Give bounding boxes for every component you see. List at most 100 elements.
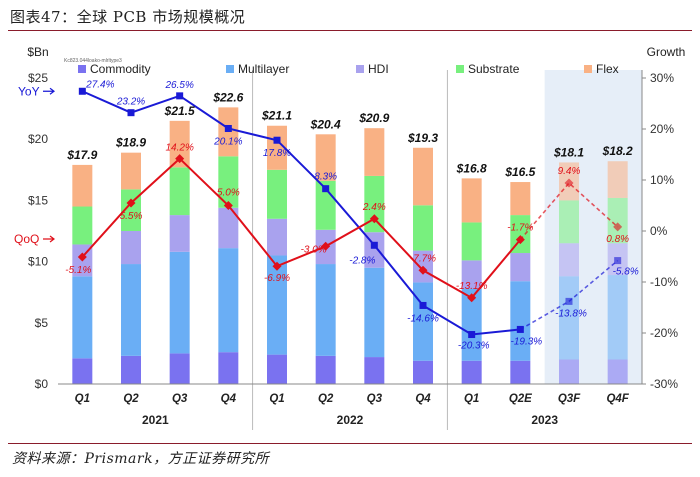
yoy-arrow-icon	[43, 87, 55, 95]
bar-multilayer-8	[461, 288, 482, 361]
bar-substrate-1	[121, 189, 141, 231]
yoy-label: -13.8%	[555, 308, 587, 319]
source-note: 资料来源：Prismark，方正证券研究所	[12, 451, 270, 467]
bar-hdi-9	[510, 253, 531, 282]
right-tick-label: -20%	[650, 326, 678, 340]
total-label: $21.5	[164, 104, 195, 118]
bar-substrate-6	[364, 175, 385, 233]
qoq-label: -5.1%	[65, 265, 91, 276]
legend-swatch-substrate	[456, 65, 464, 73]
bar-flex-11	[607, 161, 628, 198]
yoy-point-0	[78, 87, 86, 95]
qoq-label: 5.0%	[217, 188, 240, 199]
yoy-point-6	[370, 241, 378, 249]
category-label: Q2E	[509, 393, 532, 405]
category-label: Q1	[464, 393, 479, 405]
yoy-label: 8.3%	[314, 172, 337, 183]
qoq-point-10	[564, 178, 574, 188]
yoy-point-5	[322, 185, 330, 193]
year-label: 2023	[531, 413, 558, 427]
yoy-point-11	[614, 257, 622, 265]
qoq-point-7	[418, 265, 428, 275]
qoq-point-0	[77, 252, 87, 262]
bar-flex-9	[510, 182, 531, 216]
pcb-market-chart: $17.9 Q1 $18.9 Q2 $21.5 Q3 $22.6 Q4 $21.1 Q1 $20.4…	[14, 45, 686, 430]
source-divider	[8, 443, 692, 444]
yoy-side-label: YoY	[18, 84, 40, 98]
qoq-forecast-line	[519, 181, 619, 241]
bar-commodity-8	[461, 360, 482, 384]
legend-swatch-multilayer	[226, 65, 234, 73]
yoy-point-7	[419, 301, 427, 309]
qoq-line	[81, 157, 522, 300]
yoy-label: -2.8%	[349, 255, 375, 266]
legend-label: HDI	[368, 62, 389, 76]
right-tick-label: 20%	[650, 122, 674, 136]
bar-hdi-10	[559, 243, 579, 277]
left-tick-label: $10	[28, 255, 48, 269]
total-label: $22.6	[212, 90, 243, 104]
legend-label: Flex	[596, 62, 619, 76]
bar-substrate-9	[510, 215, 531, 254]
bar-commodity-4	[267, 354, 287, 384]
bar-commodity-6	[364, 357, 385, 384]
bar-multilayer-6	[364, 267, 385, 358]
bar-substrate-4	[267, 169, 287, 219]
right-axis-title: Growth	[647, 45, 686, 59]
bar-multilayer-9	[510, 281, 531, 361]
qoq-label: 5.5%	[120, 211, 143, 222]
qoq-point-9	[515, 235, 525, 245]
yoy-point-3	[224, 124, 232, 132]
bar-multilayer-5	[315, 264, 336, 356]
bar-commodity-7	[413, 360, 433, 384]
bar-flex-5	[315, 134, 336, 181]
bar-commodity-3	[218, 352, 239, 384]
bar-substrate-8	[461, 222, 482, 261]
left-tick-label: $5	[35, 316, 49, 330]
left-tick-label: $0	[35, 377, 49, 391]
bar-multilayer-1	[121, 264, 141, 356]
bar-flex-2	[169, 120, 190, 168]
bar-multilayer-2	[169, 251, 190, 354]
qoq-point-8	[467, 293, 477, 303]
bar-multilayer-11	[607, 275, 628, 360]
bar-hdi-3	[218, 207, 239, 249]
bar-substrate-7	[413, 205, 433, 251]
bar-substrate-11	[607, 197, 628, 244]
qoq-point-4	[272, 261, 282, 271]
yoy-point-2	[176, 92, 184, 100]
total-label: $16.8	[456, 161, 487, 175]
yoy-label: 27.4%	[85, 79, 114, 90]
year-label: 2022	[337, 413, 364, 427]
right-tick-label: 0%	[650, 224, 668, 238]
bar-flex-7	[413, 147, 433, 206]
legend-label: Multilayer	[238, 62, 289, 76]
qoq-label: -13.1%	[456, 281, 488, 292]
qoq-label: -1.7%	[507, 223, 533, 234]
yoy-line	[81, 90, 521, 336]
bar-multilayer-10	[559, 276, 579, 360]
left-tick-label: $20	[28, 132, 48, 146]
bar-commodity-9	[510, 360, 531, 384]
total-label: $19.3	[407, 131, 438, 145]
bar-multilayer-7	[413, 282, 433, 361]
bar-hdi-6	[364, 232, 385, 268]
bar-commodity-11	[607, 359, 628, 384]
bar-multilayer-3	[218, 248, 239, 353]
chart-footnote: Kc823.044loako-mlrltype3	[64, 58, 122, 64]
total-label: $16.5	[504, 165, 535, 179]
right-tick-label: 30%	[650, 71, 674, 85]
legend-label: Commodity	[90, 62, 151, 76]
qoq-point-6	[369, 214, 379, 224]
bar-flex-1	[121, 152, 141, 190]
total-label: $20.9	[358, 111, 389, 125]
category-label: Q3	[367, 393, 383, 405]
qoq-label: -6.9%	[264, 273, 290, 284]
qoq-point-3	[223, 201, 233, 210]
bar-commodity-5	[315, 355, 336, 384]
qoq-point-1	[126, 198, 136, 208]
qoq-label: 0.8%	[606, 234, 629, 245]
bar-multilayer-0	[72, 276, 93, 359]
qoq-label: -7.7%	[410, 253, 436, 264]
right-tick-label: -10%	[650, 275, 678, 289]
